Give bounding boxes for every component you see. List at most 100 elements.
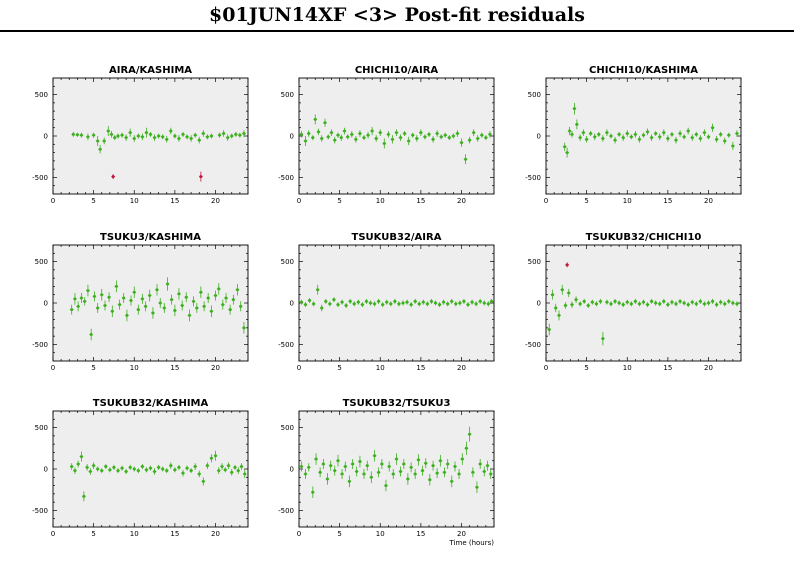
point-marker	[224, 296, 228, 300]
data-point	[92, 291, 97, 302]
data-point	[706, 134, 711, 140]
chart-panel: TSUKUB32/AIRA 0 5 10 15 20 500 0 -500	[278, 232, 495, 372]
data-point	[319, 135, 324, 142]
point-marker	[155, 288, 159, 292]
point-marker	[230, 470, 234, 474]
point-marker	[370, 129, 374, 133]
data-point	[184, 292, 189, 303]
data-point	[488, 131, 492, 138]
point-marker	[317, 130, 320, 134]
data-point	[197, 136, 202, 144]
data-point	[79, 293, 84, 303]
data-point	[633, 131, 638, 138]
point-marker	[111, 175, 115, 179]
point-marker	[377, 470, 381, 474]
data-point	[649, 298, 654, 304]
data-point	[332, 136, 337, 144]
point-marker	[193, 465, 197, 469]
data-point	[148, 131, 153, 137]
data-point	[177, 135, 181, 142]
point-marker	[118, 303, 122, 307]
y-tick-label: 0	[44, 133, 48, 141]
point-marker	[605, 131, 609, 135]
data-point	[474, 301, 478, 307]
point-marker	[124, 136, 128, 140]
data-point	[393, 298, 397, 304]
data-point	[484, 135, 488, 141]
data-point	[714, 302, 719, 308]
data-point	[336, 454, 340, 467]
point-marker	[625, 300, 629, 304]
point-marker	[658, 135, 662, 139]
point-marker	[120, 466, 124, 470]
point-marker	[149, 466, 152, 470]
point-marker	[136, 308, 140, 312]
point-marker	[201, 132, 205, 136]
data-point	[382, 138, 387, 149]
data-point	[169, 462, 173, 469]
y-tick-label: 500	[281, 91, 294, 99]
data-point	[690, 134, 695, 141]
data-point	[73, 293, 77, 305]
point-marker	[450, 479, 454, 483]
point-marker	[393, 299, 397, 303]
point-marker	[173, 308, 177, 312]
x-tick-label: 15	[416, 197, 425, 205]
point-marker	[202, 304, 206, 308]
data-point	[231, 294, 236, 305]
point-marker	[144, 468, 148, 472]
point-marker	[438, 303, 442, 307]
point-marker	[369, 301, 372, 305]
point-marker	[395, 131, 398, 135]
x-tick-label: 15	[663, 197, 672, 205]
point-marker	[698, 299, 702, 303]
data-point	[164, 468, 169, 474]
point-marker	[617, 301, 621, 305]
x-tick-label: 10	[623, 197, 632, 205]
point-marker	[424, 461, 428, 465]
data-point	[348, 298, 352, 304]
data-point	[376, 298, 381, 304]
point-marker	[220, 465, 224, 469]
data-point	[89, 328, 93, 341]
data-point	[378, 129, 383, 136]
data-point	[489, 298, 494, 304]
data-point	[340, 469, 344, 479]
point-marker	[71, 132, 75, 136]
point-marker	[650, 299, 654, 303]
point-marker	[460, 457, 464, 461]
point-marker	[180, 303, 184, 307]
data-point	[128, 464, 132, 470]
point-marker	[318, 470, 322, 474]
point-marker	[413, 472, 417, 476]
data-point	[584, 136, 589, 143]
panel-title: TSUKUB32/KASHIMA	[93, 398, 209, 409]
point-marker	[209, 309, 213, 313]
data-point	[185, 465, 189, 471]
data-point	[410, 132, 415, 138]
point-marker	[373, 454, 377, 458]
point-marker	[397, 302, 401, 306]
data-point	[449, 475, 454, 488]
data-point	[391, 469, 396, 479]
point-marker	[731, 144, 735, 148]
data-point	[438, 454, 443, 467]
point-marker	[382, 141, 386, 145]
data-point	[475, 481, 479, 494]
point-marker	[320, 136, 324, 140]
point-marker	[670, 300, 674, 304]
data-point	[402, 131, 407, 136]
point-marker	[417, 302, 421, 306]
point-marker	[173, 468, 177, 472]
point-marker	[350, 132, 354, 136]
point-marker	[403, 132, 407, 136]
point-marker	[362, 472, 366, 476]
data-point	[386, 131, 391, 138]
point-marker	[565, 263, 569, 267]
data-point	[224, 293, 228, 303]
point-marker	[240, 465, 243, 469]
data-point	[321, 459, 326, 469]
data-point	[303, 469, 308, 479]
data-point	[670, 131, 674, 137]
x-tick-label: 5	[91, 364, 95, 372]
